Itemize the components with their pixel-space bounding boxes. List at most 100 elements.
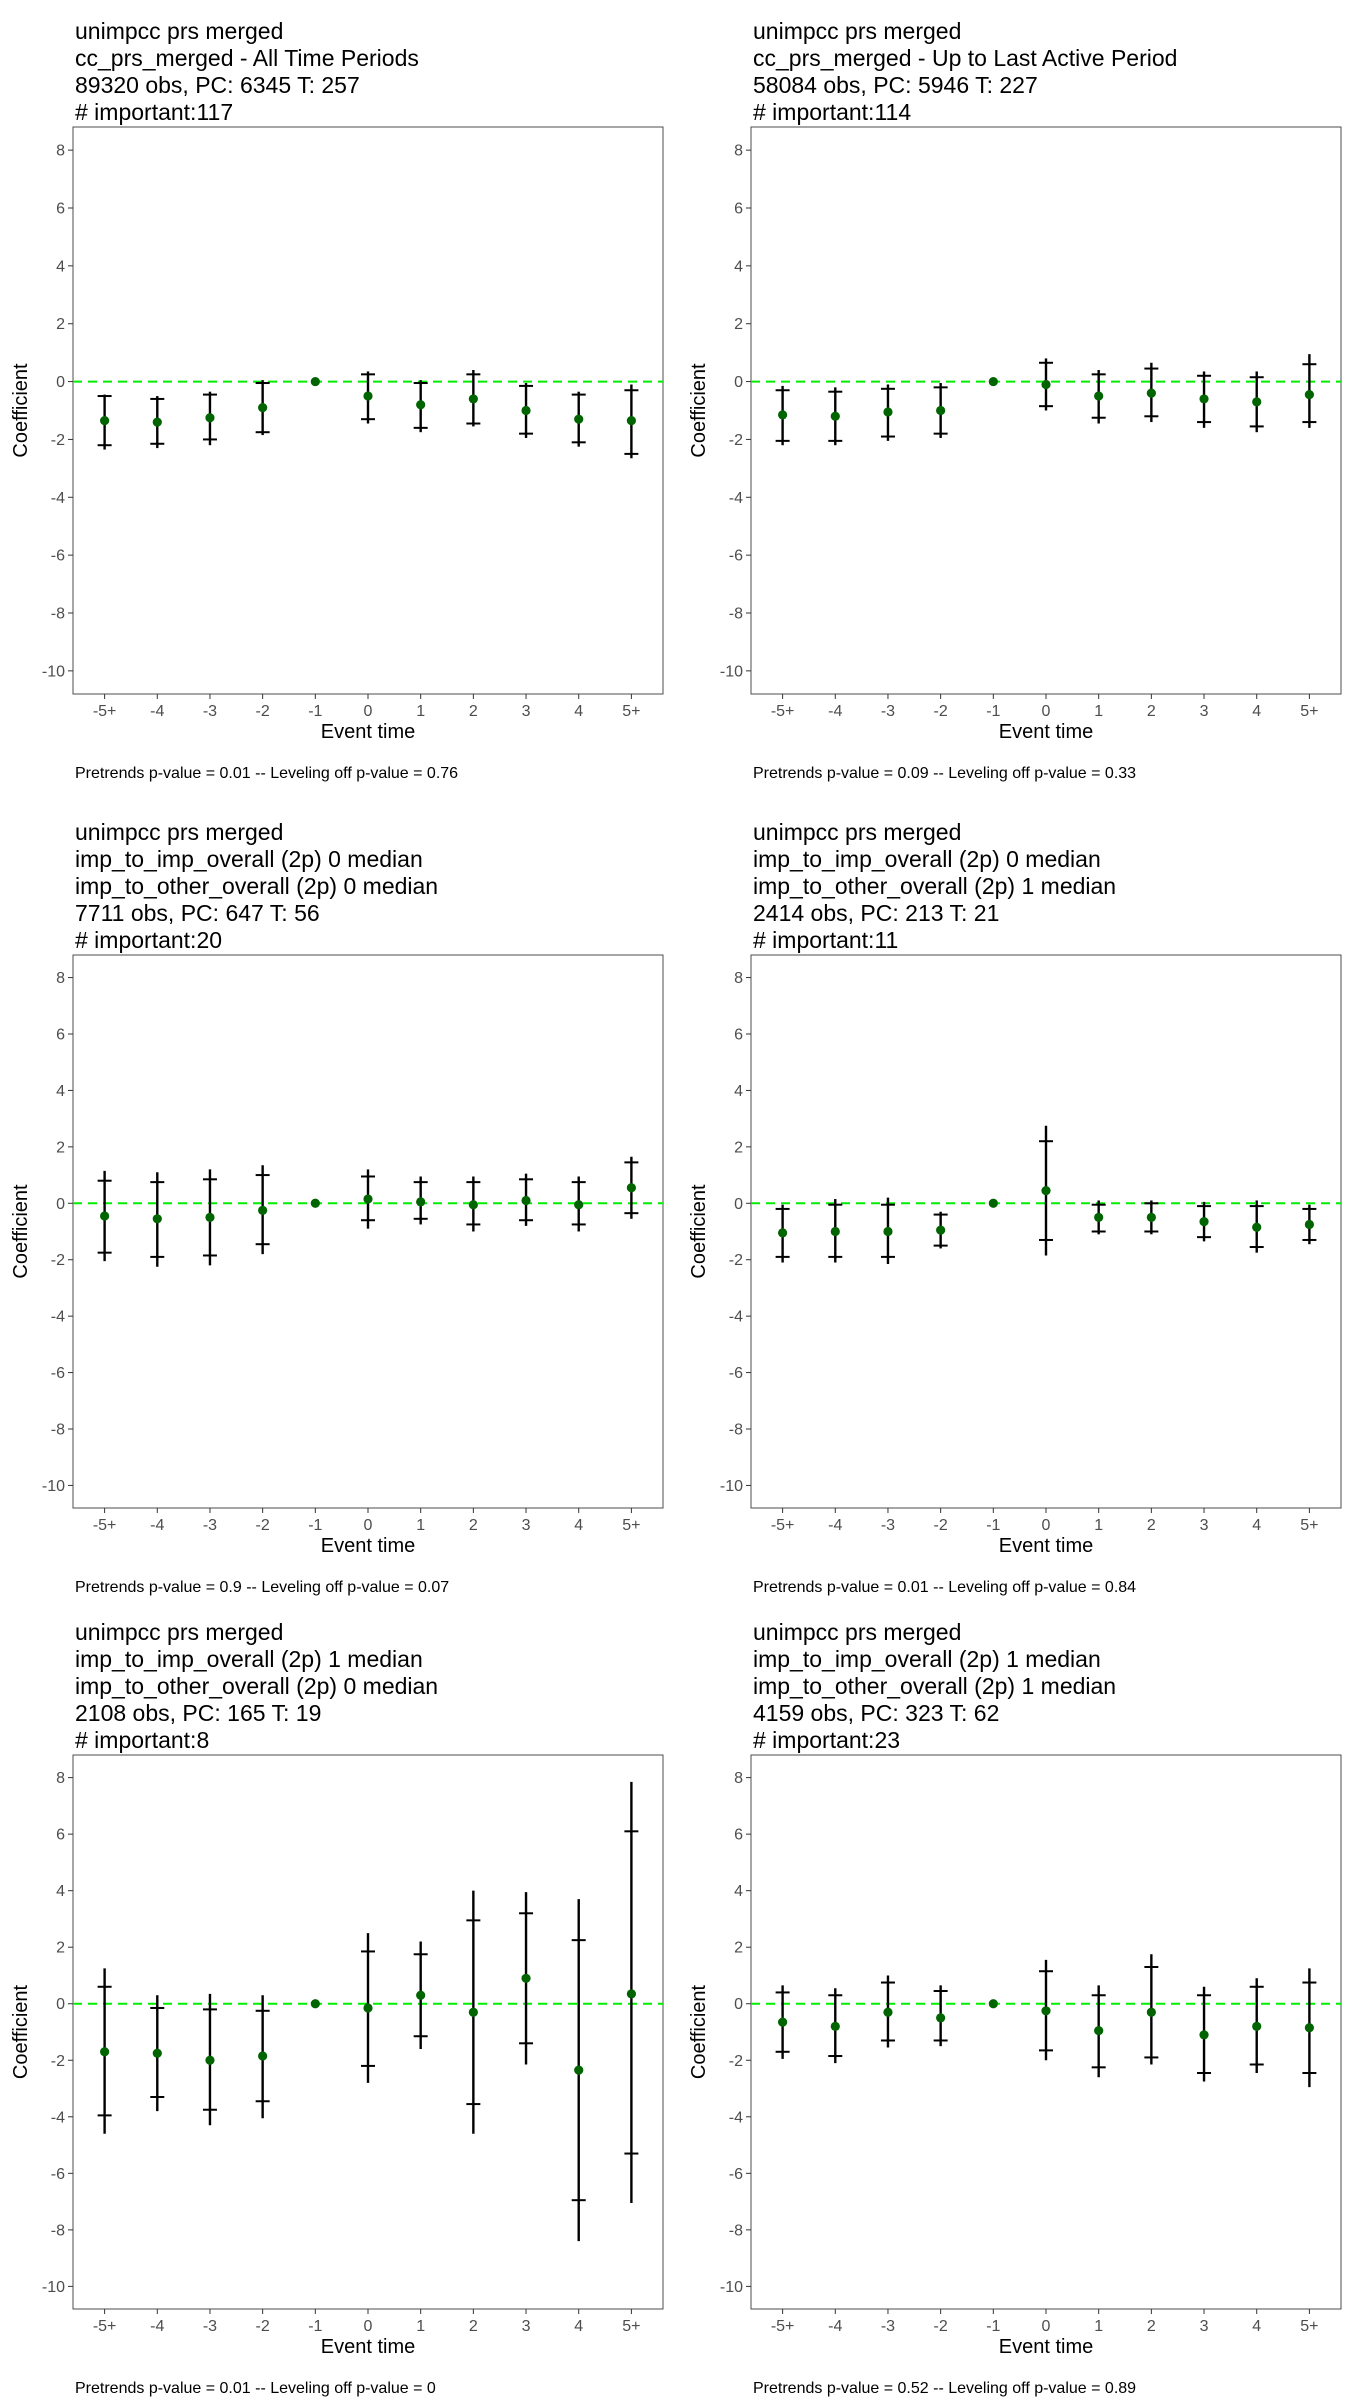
coefficient-point [258,1205,268,1215]
x-tick-label: 0 [364,2318,373,2335]
x-tick-label: -4 [828,703,842,720]
coefficient-point [988,1198,998,1208]
x-tick-label: -3 [203,703,217,720]
coefficient-point [100,1211,110,1221]
y-tick-label: 0 [734,1196,743,1213]
y-tick-label: 2 [56,316,65,333]
coefficient-point [778,1228,788,1238]
chart-title-line: imp_to_other_overall (2p) 1 median [753,873,1116,899]
chart-title-line: imp_to_other_overall (2p) 1 median [753,1673,1116,1699]
coefficient-point [574,1200,584,1210]
y-tick-label: -4 [51,490,65,507]
x-tick-label: 2 [1147,1517,1156,1534]
x-tick-label: 0 [364,703,373,720]
coefficient-point [626,1989,636,1999]
x-tick-label: 4 [1252,703,1261,720]
y-tick-label: -8 [51,2222,65,2239]
y-tick-label: 4 [734,1083,743,1100]
y-tick-label: -4 [729,2109,743,2126]
coefficient-point [363,2003,373,2013]
coefficient-point [152,1214,162,1224]
chart-title-line: unimpcc prs merged [75,1619,283,1645]
chart-caption: Pretrends p-value = 0.52 -- Leveling off… [753,2380,1136,2397]
coefficient-point [1252,1222,1262,1232]
coefficient-point [1146,1212,1156,1222]
y-axis-title: Coefficient [688,1984,710,2079]
coefficient-point [1304,2023,1314,2033]
coefficient-point [883,1226,893,1237]
y-tick-label: -8 [729,1422,743,1439]
coefficient-point [936,405,946,416]
y-tick-label: 0 [56,1196,65,1213]
y-tick-label: -4 [729,1309,743,1326]
x-tick-label: -1 [308,1517,322,1534]
y-tick-label: 6 [56,1027,65,1044]
chart-caption: Pretrends p-value = 0.9 -- Leveling off … [75,1579,449,1596]
x-tick-label: -2 [256,703,270,720]
coefficient-point [1041,2006,1051,2016]
coefficient-point [205,2055,215,2065]
y-tick-label: -6 [51,1365,65,1382]
chart-title-line: unimpcc prs merged [75,18,283,44]
x-tick-label: -1 [986,2318,1000,2335]
coefficient-point [988,376,998,387]
coefficient-point [1199,394,1209,404]
y-tick-label: 8 [734,970,743,987]
x-tick-label: -3 [881,2318,895,2335]
y-tick-label: 6 [734,201,743,218]
x-tick-label: 1 [416,703,425,720]
coefficient-point [778,2017,788,2027]
x-tick-label: -5+ [771,1517,795,1534]
coefficient-point [1252,2021,1262,2031]
x-tick-label: 3 [1200,703,1209,720]
coefficient-point [988,1999,998,2009]
x-tick-label: 5+ [1300,703,1318,720]
x-axis-title: Event time [321,1535,415,1557]
x-tick-label: -1 [308,703,322,720]
chart-title-line: imp_to_imp_overall (2p) 0 median [753,846,1101,872]
plot-panel [72,954,664,1509]
chart-title-line: unimpcc prs merged [753,819,961,845]
x-tick-label: 4 [574,2318,583,2335]
y-tick-label: 0 [56,374,65,391]
chart-title-line: # important:8 [75,1727,209,1753]
coefficient-point [830,2021,840,2031]
x-tick-label: 5+ [1300,1517,1318,1534]
coefficient-point [468,394,478,404]
y-tick-label: -10 [720,663,743,680]
x-tick-label: -5+ [93,1517,117,1534]
y-tick-label: 2 [56,1139,65,1156]
coefficient-point [626,416,636,426]
x-tick-label: -2 [256,2318,270,2335]
x-tick-label: -4 [828,1517,842,1534]
x-tick-label: 2 [469,1517,478,1534]
coefficient-point [1146,388,1156,398]
coefficient-point [1199,1217,1209,1227]
x-axis-title: Event time [321,721,415,743]
coefficient-point [310,1198,320,1208]
chart-title-line: 89320 obs, PC: 6345 T: 257 [75,72,360,98]
y-tick-label: 0 [734,1996,743,2013]
x-tick-label: 2 [469,703,478,720]
y-tick-label: 4 [56,1883,65,1900]
x-tick-label: -2 [934,703,948,720]
chart-caption: Pretrends p-value = 0.09 -- Leveling off… [753,765,1136,782]
y-tick-label: -2 [729,432,743,449]
coefficient-point [1094,2025,1104,2036]
x-tick-label: 0 [1042,1517,1051,1534]
x-tick-label: 5+ [622,703,640,720]
y-tick-label: -8 [51,606,65,623]
x-axis-title: Event time [999,1535,1093,1557]
y-tick-label: -2 [51,432,65,449]
x-tick-label: 1 [1094,2318,1103,2335]
y-tick-label: 2 [56,1940,65,1957]
coefficient-point [100,2047,110,2057]
x-tick-label: 3 [522,2318,531,2335]
y-tick-label: -6 [729,2166,743,2183]
coefficient-point [1252,397,1262,407]
coefficient-point [1304,1219,1314,1230]
